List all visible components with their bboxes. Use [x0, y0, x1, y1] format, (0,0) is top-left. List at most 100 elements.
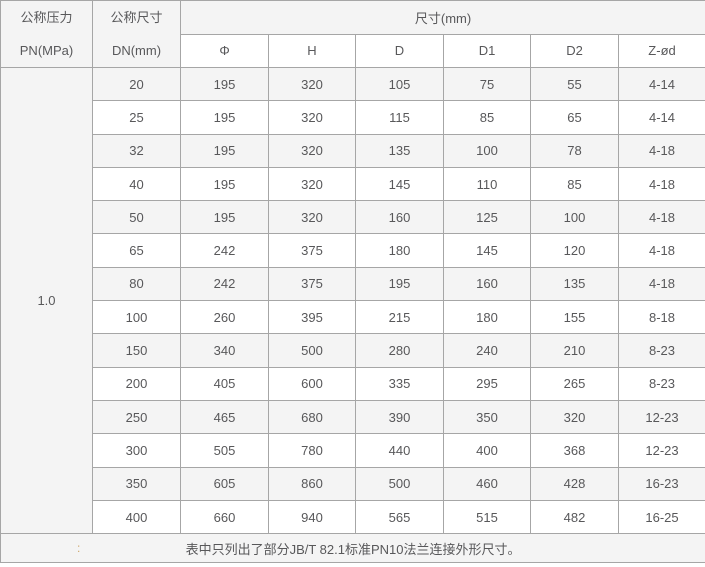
- cell-d2: 155: [530, 300, 619, 335]
- cell-dn: 40: [92, 166, 181, 202]
- cell-d: 180: [355, 233, 444, 268]
- table-row: 40 195 320 145 110 85 4-18: [1, 166, 705, 202]
- cell-phi: 605: [180, 466, 269, 501]
- header-col-zod: Z-ød: [617, 33, 705, 68]
- table-row: 65 242 375 180 145 120 4-18: [1, 233, 705, 268]
- table-row: 250 465 680 390 350 320 12-23: [1, 399, 705, 435]
- cell-z: 4-18: [617, 266, 705, 302]
- cell-dn: 250: [92, 399, 181, 435]
- cell-h: 600: [268, 366, 356, 401]
- cell-d2: 320: [530, 399, 619, 435]
- cell-z: 4-14: [617, 66, 705, 102]
- header-col-h: H: [268, 33, 356, 68]
- table-row: 25 195 320 115 85 65 4-14: [1, 100, 705, 135]
- note-text: 表中只列出了部分JB/T 82.1标准PN10法兰连接外形尺寸。: [185, 541, 521, 557]
- cell-dn: 400: [92, 499, 181, 535]
- cell-d2: 368: [530, 433, 619, 468]
- cell-phi: 465: [180, 399, 269, 435]
- cell-d: 565: [355, 499, 444, 535]
- table-row: 50 195 320 160 125 100 4-18: [1, 200, 705, 235]
- table-row: 80 242 375 195 160 135 4-18: [1, 266, 705, 302]
- table-row: 300 505 780 440 400 368 12-23: [1, 433, 705, 468]
- cell-d2: 482: [530, 499, 619, 535]
- cell-z: 8-23: [617, 333, 705, 368]
- cell-d: 390: [355, 399, 444, 435]
- cell-dn: 25: [92, 100, 181, 135]
- cell-h: 320: [268, 133, 356, 168]
- note-marker: :: [77, 541, 81, 556]
- header-nominal-pressure-title: 公称压力: [20, 10, 73, 25]
- cell-dn: 50: [92, 200, 181, 235]
- cell-z: 4-18: [617, 133, 705, 168]
- cell-z: 12-23: [617, 399, 705, 435]
- cell-phi: 195: [180, 166, 269, 202]
- cell-phi: 195: [180, 133, 269, 168]
- cell-d2: 120: [530, 233, 619, 268]
- cell-z: 4-18: [617, 233, 705, 268]
- cell-z: 8-23: [617, 366, 705, 401]
- cell-h: 320: [268, 166, 356, 202]
- cell-d1: 75: [443, 66, 531, 102]
- cell-z: 4-14: [617, 100, 705, 135]
- cell-phi: 505: [180, 433, 269, 468]
- cell-d: 215: [355, 300, 444, 335]
- cell-d2: 65: [530, 100, 619, 135]
- cell-h: 395: [268, 300, 356, 335]
- cell-d2: 100: [530, 200, 619, 235]
- cell-z: 4-18: [617, 166, 705, 202]
- cell-z: 16-23: [617, 466, 705, 501]
- cell-d1: 515: [443, 499, 531, 535]
- cell-h: 375: [268, 233, 356, 268]
- cell-d1: 460: [443, 466, 531, 501]
- cell-dn: 350: [92, 466, 181, 501]
- cell-d: 195: [355, 266, 444, 302]
- cell-d: 280: [355, 333, 444, 368]
- cell-d2: 135: [530, 266, 619, 302]
- cell-phi: 242: [180, 233, 269, 268]
- cell-h: 680: [268, 399, 356, 435]
- cell-d: 135: [355, 133, 444, 168]
- cell-d2: 265: [530, 366, 619, 401]
- cell-d1: 295: [443, 366, 531, 401]
- table-row: 100 260 395 215 180 155 8-18: [1, 300, 705, 335]
- table-row: 350 605 860 500 460 428 16-23: [1, 466, 705, 501]
- cell-phi: 405: [180, 366, 269, 401]
- header-col-phi: Φ: [180, 33, 269, 68]
- cell-phi: 195: [180, 100, 269, 135]
- cell-h: 375: [268, 266, 356, 302]
- cell-h: 320: [268, 200, 356, 235]
- header-dimensions-group: 尺寸(mm): [179, 0, 705, 35]
- note-row: : 表中只列出了部分JB/T 82.1标准PN10法兰连接外形尺寸。: [0, 533, 705, 564]
- cell-h: 320: [268, 66, 356, 102]
- cell-phi: 195: [180, 66, 269, 102]
- cell-d2: 55: [530, 66, 619, 102]
- cell-d1: 240: [443, 333, 531, 368]
- cell-d2: 428: [530, 466, 619, 501]
- cell-d1: 110: [443, 166, 531, 202]
- cell-d1: 180: [443, 300, 531, 335]
- table-row: 32 195 320 135 100 78 4-18: [1, 133, 705, 168]
- header-nominal-pressure: 公称压力 PN(MPa): [0, 0, 93, 68]
- cell-d: 115: [355, 100, 444, 135]
- cell-d2: 78: [530, 133, 619, 168]
- pn-value-cell: 1.0: [0, 66, 93, 535]
- cell-h: 780: [268, 433, 356, 468]
- cell-h: 500: [268, 333, 356, 368]
- header-nominal-pressure-unit: PN(MPa): [19, 43, 74, 58]
- cell-h: 940: [268, 499, 356, 535]
- cell-d1: 145: [443, 233, 531, 268]
- table-row: 200 405 600 335 295 265 8-23: [1, 366, 705, 401]
- cell-d: 335: [355, 366, 444, 401]
- cell-dn: 200: [92, 366, 181, 401]
- cell-z: 8-18: [617, 300, 705, 335]
- header-col-d1: D1: [443, 33, 531, 68]
- cell-phi: 340: [180, 333, 269, 368]
- header-col-d2: D2: [530, 33, 619, 68]
- cell-d1: 160: [443, 266, 531, 302]
- cell-dn: 150: [92, 333, 181, 368]
- cell-h: 320: [268, 100, 356, 135]
- table-row: 150 340 500 280 240 210 8-23: [1, 333, 705, 368]
- cell-phi: 242: [180, 266, 269, 302]
- header-nominal-size-title: 公称尺寸: [110, 10, 163, 25]
